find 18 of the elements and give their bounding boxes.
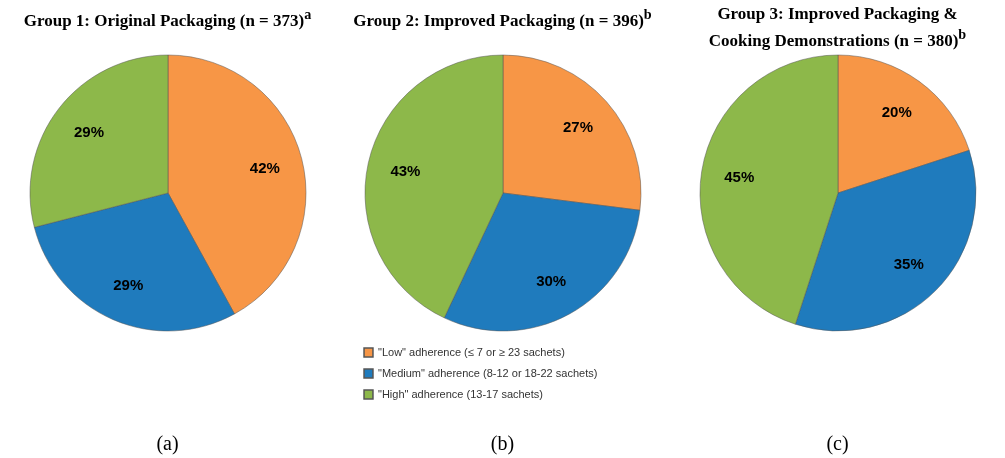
text: (c)	[826, 432, 849, 454]
text: (a)	[156, 432, 179, 454]
legend-label: "Low" adherence (≤ 7 or ≥ 23 sachets)	[377, 345, 565, 358]
data-label: 20%	[881, 103, 912, 121]
legend-label: "High" adherence (13-17 sachets)	[377, 387, 543, 400]
data-label: 29%	[73, 122, 104, 140]
data-label: 27%	[562, 117, 593, 135]
chart-title: Group 3: Improved Packaging & Cooking Demonstrations (n = 380)$^{b}$	[707, 3, 968, 50]
text: (b)	[490, 432, 515, 454]
data-label: 30%	[535, 271, 566, 289]
chart-title: Group 1: Original Packaging (n = 373)$^{a}$	[22, 5, 313, 32]
data-label: 43%	[389, 162, 420, 180]
legend-label: "Medium" adherence (8-12 or 18-22 sachets)	[377, 366, 597, 379]
chart-title: Group 2: Improved Packaging (n = 396)$^{b}$	[352, 5, 653, 32]
data-label: 29%	[112, 275, 143, 293]
data-label: 45%	[723, 168, 754, 186]
data-label: 35%	[893, 254, 924, 272]
data-label: 42%	[249, 159, 280, 177]
